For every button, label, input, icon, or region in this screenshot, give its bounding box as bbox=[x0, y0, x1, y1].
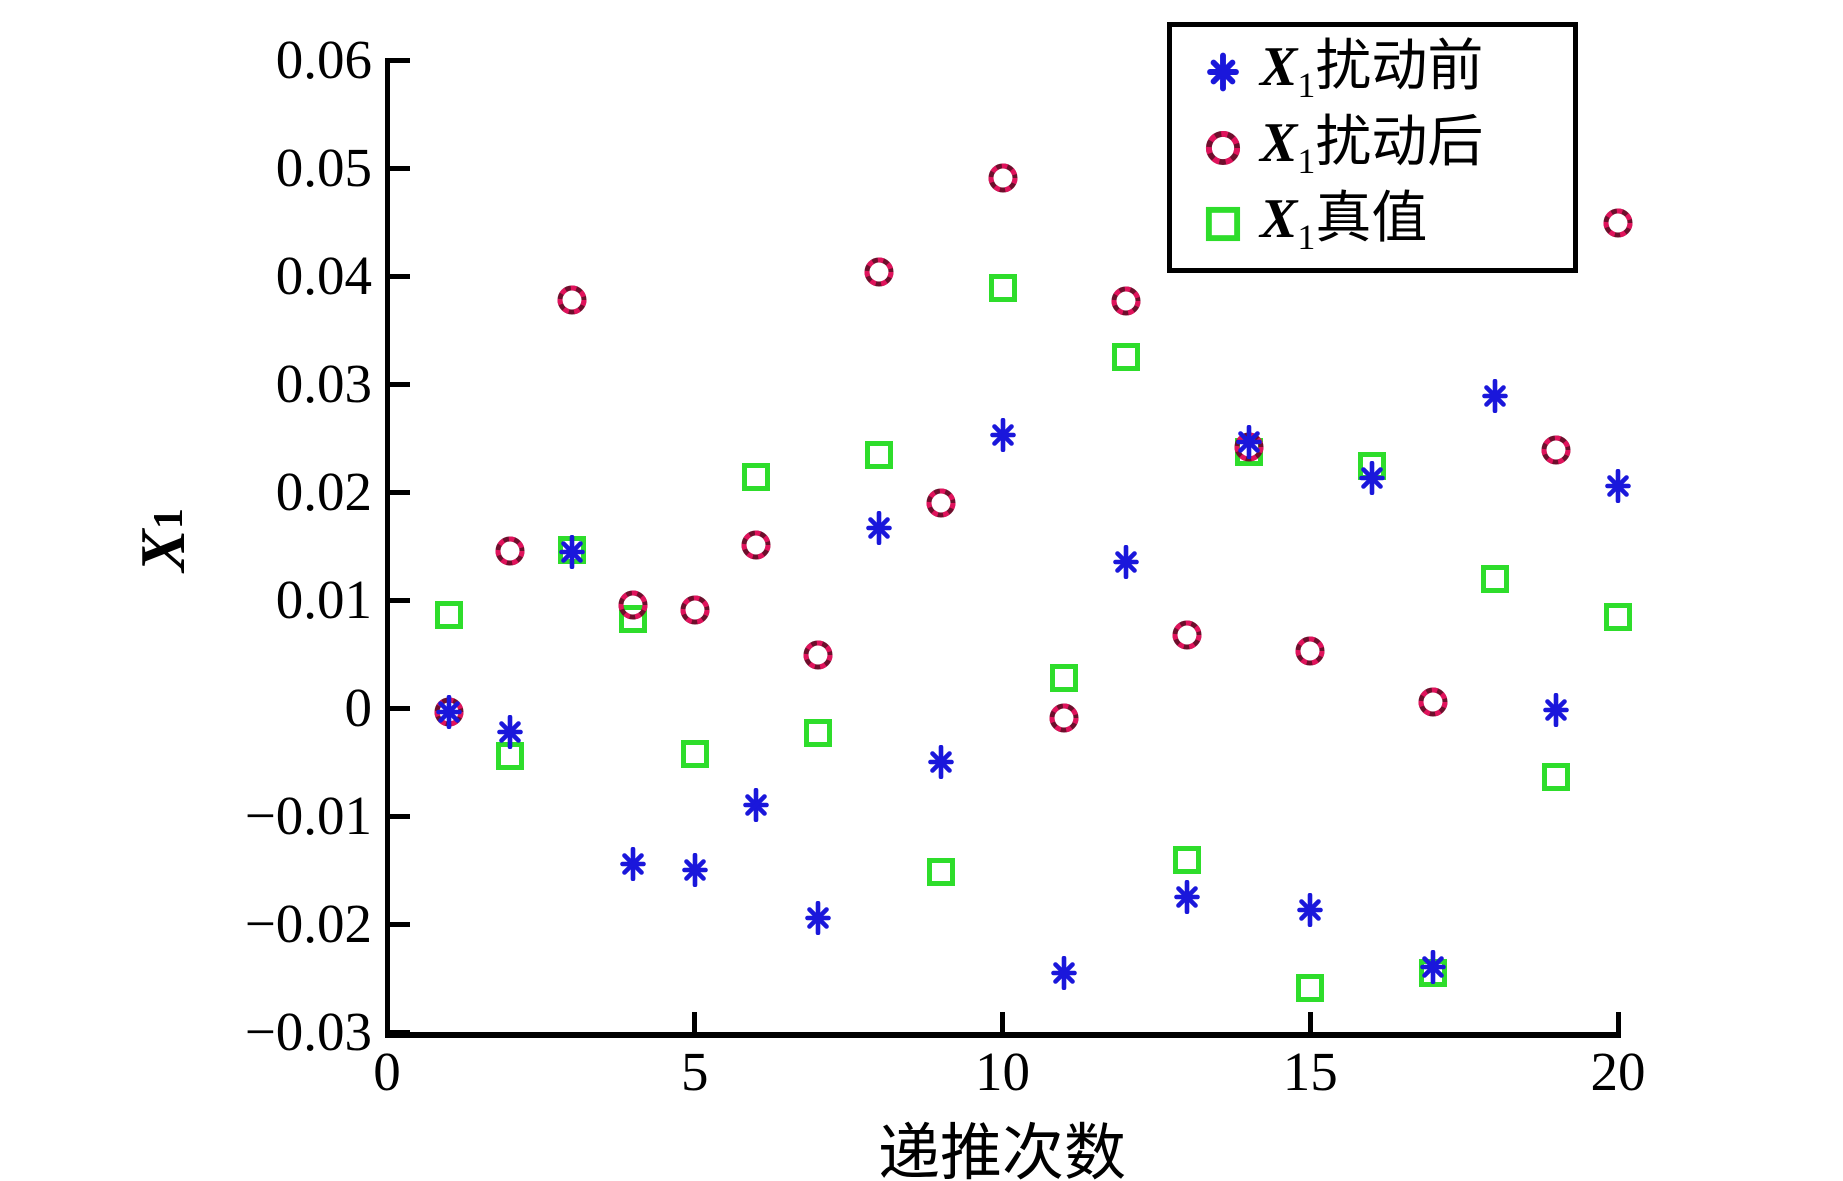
data-point-after bbox=[1109, 284, 1143, 318]
y-tick-label: −0.03 bbox=[244, 1001, 372, 1062]
legend-label-before: X1扰动前 bbox=[1260, 36, 1484, 106]
data-point-truth bbox=[1478, 562, 1512, 596]
y-tick bbox=[390, 57, 410, 63]
data-point-truth bbox=[616, 602, 650, 636]
y-tick-label: 0.05 bbox=[275, 137, 372, 198]
data-point-after bbox=[924, 486, 958, 520]
data-point-truth bbox=[432, 598, 466, 632]
y-tick bbox=[390, 489, 410, 495]
data-point-truth bbox=[739, 460, 773, 494]
data-point-truth bbox=[1539, 760, 1573, 794]
square-icon bbox=[1200, 204, 1246, 244]
plot-area bbox=[384, 57, 1633, 1035]
data-point-before bbox=[555, 535, 589, 570]
x-axis-spine bbox=[385, 1032, 1621, 1038]
data-point-before bbox=[432, 695, 466, 730]
legend-entry-after: X1扰动后 bbox=[1200, 111, 1573, 185]
y-tick-label: 0.03 bbox=[275, 353, 372, 414]
y-tick-label: −0.01 bbox=[244, 785, 372, 846]
data-point-before bbox=[678, 852, 712, 888]
y-tick-label: 0.04 bbox=[275, 245, 372, 306]
x-tick bbox=[1000, 1012, 1005, 1032]
y-tick-label: 0.01 bbox=[275, 569, 372, 630]
asterisk-icon bbox=[1200, 52, 1246, 92]
data-point-before bbox=[1355, 460, 1389, 496]
data-point-truth bbox=[678, 737, 712, 771]
legend-label-truth: X1真值 bbox=[1260, 188, 1428, 258]
y-axis-spine bbox=[385, 58, 390, 1038]
y-tick-label: −0.02 bbox=[244, 893, 372, 954]
data-point-after bbox=[1601, 206, 1635, 240]
data-point-before bbox=[739, 787, 773, 823]
y-tick-label: 0.02 bbox=[275, 461, 372, 522]
y-tick bbox=[390, 597, 410, 603]
data-point-before bbox=[924, 744, 958, 780]
y-tick bbox=[390, 165, 410, 171]
x-tick-label: 15 bbox=[1282, 1041, 1338, 1102]
x-tick bbox=[1615, 1012, 1621, 1032]
x-tick bbox=[1307, 1012, 1313, 1032]
x-tick-label: 20 bbox=[1590, 1041, 1646, 1102]
data-point-after bbox=[801, 638, 835, 672]
data-point-truth bbox=[801, 716, 835, 750]
data-point-before bbox=[1232, 425, 1266, 460]
data-point-truth bbox=[1170, 843, 1204, 877]
legend: X1扰动前 X1扰动后 X1真值 bbox=[1167, 22, 1578, 273]
data-point-before bbox=[862, 510, 896, 545]
data-point-truth bbox=[1109, 340, 1143, 374]
x-axis-label: 递推次数 bbox=[877, 1120, 1126, 1181]
data-point-before bbox=[1109, 544, 1143, 580]
data-point-after bbox=[1293, 634, 1327, 668]
data-point-after bbox=[493, 534, 527, 568]
y-tick-label: 0 bbox=[344, 677, 373, 738]
y-axis-label-var: X bbox=[127, 529, 198, 572]
data-point-before bbox=[1601, 468, 1635, 503]
data-point-before bbox=[493, 714, 527, 750]
data-point-after bbox=[1416, 685, 1450, 719]
data-point-truth bbox=[1293, 971, 1327, 1005]
data-point-truth bbox=[1601, 600, 1635, 634]
data-point-before bbox=[1539, 692, 1573, 728]
data-point-after bbox=[739, 528, 773, 562]
x-tick bbox=[692, 1012, 698, 1032]
y-tick bbox=[390, 381, 410, 387]
data-point-before bbox=[801, 900, 835, 935]
legend-label-after: X1扰动后 bbox=[1260, 112, 1484, 182]
data-point-before bbox=[1047, 955, 1081, 990]
data-point-truth bbox=[924, 855, 958, 889]
legend-entry-before: X1扰动前 bbox=[1200, 35, 1573, 109]
y-tick bbox=[390, 1029, 410, 1035]
y-tick bbox=[390, 813, 410, 819]
data-point-before bbox=[1478, 378, 1512, 414]
data-point-before bbox=[1416, 949, 1450, 985]
data-point-after bbox=[678, 593, 712, 627]
x-tick bbox=[384, 1012, 390, 1032]
y-tick bbox=[390, 921, 410, 927]
x-tick-label: 10 bbox=[975, 1041, 1030, 1102]
data-point-truth bbox=[862, 438, 896, 472]
data-point-after bbox=[616, 588, 650, 622]
data-point-after bbox=[1170, 618, 1204, 652]
data-point-before bbox=[1293, 892, 1327, 928]
data-point-after bbox=[986, 161, 1020, 195]
y-tick bbox=[390, 705, 410, 711]
data-point-after bbox=[862, 255, 896, 289]
x-tick-label: 5 bbox=[681, 1041, 709, 1102]
data-point-after bbox=[1047, 701, 1081, 735]
y-tick-label: 0.06 bbox=[275, 29, 372, 90]
data-point-after bbox=[555, 283, 589, 317]
data-point-before bbox=[986, 417, 1020, 453]
data-point-after bbox=[1539, 433, 1573, 467]
data-point-before bbox=[1170, 879, 1204, 915]
circle-icon bbox=[1200, 128, 1246, 168]
data-point-truth bbox=[986, 271, 1020, 305]
data-point-truth bbox=[1047, 661, 1081, 695]
x-tick-label: 0 bbox=[373, 1041, 401, 1102]
legend-entry-truth: X1真值 bbox=[1200, 187, 1573, 261]
data-point-before bbox=[616, 846, 650, 881]
y-tick bbox=[390, 273, 410, 279]
